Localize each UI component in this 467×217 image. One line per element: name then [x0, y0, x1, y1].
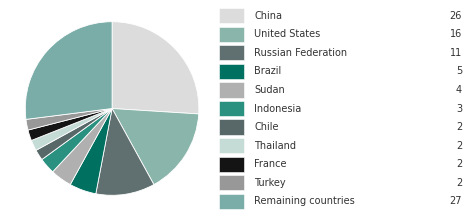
FancyBboxPatch shape — [219, 27, 244, 42]
Wedge shape — [112, 22, 199, 114]
Text: Chile: Chile — [254, 122, 279, 132]
Text: 3: 3 — [456, 104, 462, 113]
FancyBboxPatch shape — [219, 82, 244, 98]
FancyBboxPatch shape — [219, 194, 244, 209]
Text: Turkey: Turkey — [254, 178, 286, 188]
FancyBboxPatch shape — [219, 175, 244, 190]
FancyBboxPatch shape — [219, 101, 244, 116]
Text: 27: 27 — [450, 196, 462, 206]
Text: 11: 11 — [450, 48, 462, 58]
Text: France: France — [254, 159, 287, 169]
Wedge shape — [42, 108, 112, 172]
Wedge shape — [26, 108, 112, 130]
Wedge shape — [112, 108, 199, 185]
FancyBboxPatch shape — [219, 138, 244, 153]
Text: Russian Federation: Russian Federation — [254, 48, 347, 58]
FancyBboxPatch shape — [219, 8, 244, 23]
Text: 2: 2 — [456, 122, 462, 132]
Wedge shape — [70, 108, 112, 194]
FancyBboxPatch shape — [219, 119, 244, 135]
Wedge shape — [36, 108, 112, 159]
Text: 2: 2 — [456, 178, 462, 188]
Text: China: China — [254, 11, 282, 21]
Text: Sudan: Sudan — [254, 85, 285, 95]
Wedge shape — [31, 108, 112, 150]
Text: 4: 4 — [456, 85, 462, 95]
Text: Thailand: Thailand — [254, 141, 296, 151]
FancyBboxPatch shape — [219, 64, 244, 79]
FancyBboxPatch shape — [219, 45, 244, 61]
Wedge shape — [25, 22, 112, 119]
Text: Remaining countries: Remaining countries — [254, 196, 355, 206]
Text: 2: 2 — [456, 141, 462, 151]
Text: Brazil: Brazil — [254, 66, 282, 76]
Wedge shape — [53, 108, 112, 185]
Text: Indonesia: Indonesia — [254, 104, 301, 113]
Text: United States: United States — [254, 29, 320, 39]
Text: 26: 26 — [450, 11, 462, 21]
FancyBboxPatch shape — [219, 156, 244, 172]
Wedge shape — [28, 108, 112, 140]
Text: 16: 16 — [450, 29, 462, 39]
Wedge shape — [96, 108, 154, 195]
Text: 5: 5 — [456, 66, 462, 76]
Text: 2: 2 — [456, 159, 462, 169]
